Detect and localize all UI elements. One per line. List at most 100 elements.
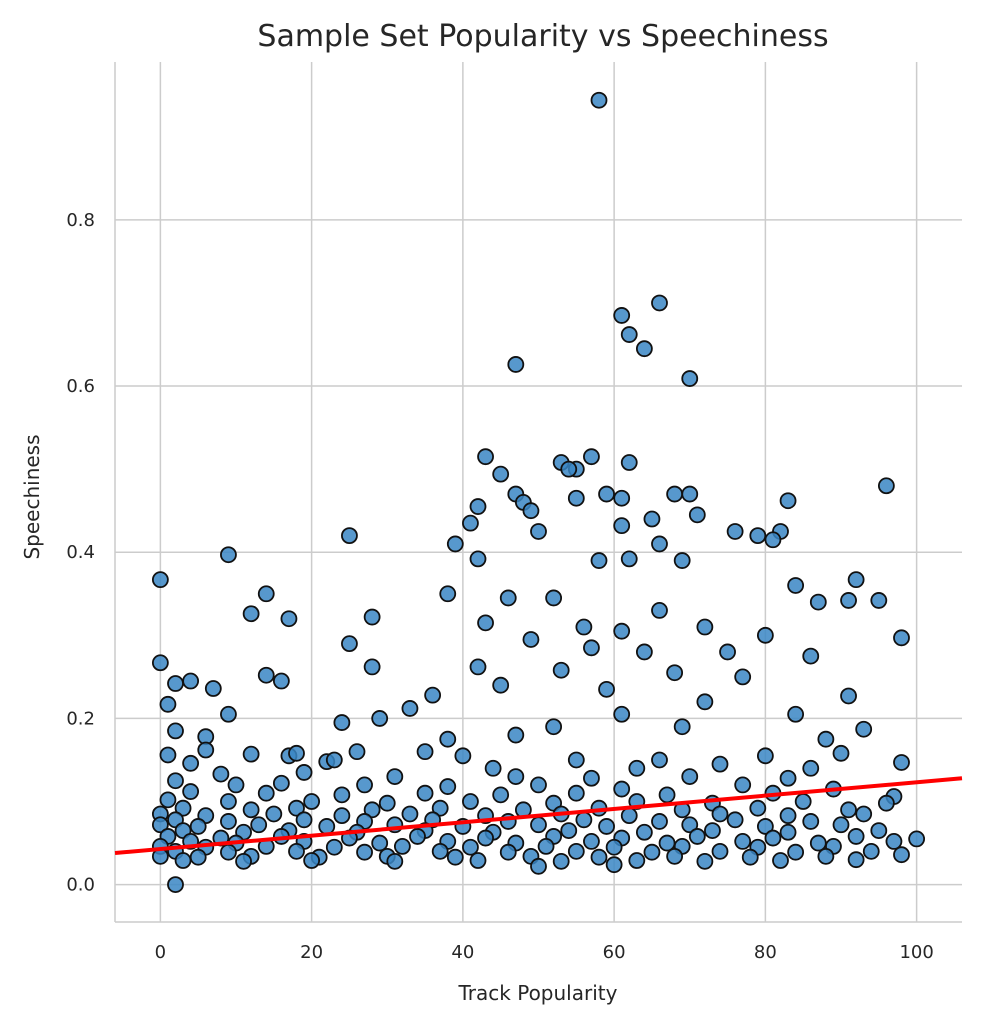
data-point (620, 550, 638, 568)
data-point (242, 605, 260, 623)
data-point (598, 485, 615, 503)
data-point (280, 610, 298, 628)
data-point (741, 848, 759, 866)
data-point (567, 784, 585, 802)
data-point (446, 535, 464, 553)
data-point (545, 718, 563, 736)
data-point (220, 793, 237, 810)
data-point (651, 535, 668, 553)
y-tick-label: 0.2 (66, 708, 95, 729)
data-point (749, 799, 767, 817)
data-point (159, 746, 177, 764)
chart-title: Sample Set Popularity vs Speechiness (257, 19, 828, 54)
grid (115, 62, 962, 922)
data-point (711, 755, 729, 773)
data-point (272, 672, 290, 690)
data-point (174, 799, 192, 817)
data-point (840, 592, 857, 609)
data-point (817, 730, 835, 748)
data-point (749, 527, 767, 545)
data-point (772, 852, 789, 869)
data-point (151, 571, 169, 589)
data-point (590, 848, 608, 866)
data-point (409, 828, 426, 845)
data-point (257, 585, 275, 603)
data-point (257, 666, 275, 684)
data-point (651, 751, 668, 769)
data-point (439, 585, 457, 603)
data-point (167, 772, 184, 790)
data-point (598, 680, 615, 698)
data-points (151, 91, 926, 894)
data-point (469, 550, 487, 568)
data-point (855, 720, 873, 738)
data-point (530, 776, 547, 794)
data-point (583, 769, 600, 787)
data-point (530, 857, 547, 875)
data-point (681, 485, 699, 503)
data-point (295, 811, 313, 829)
data-point (454, 747, 472, 765)
data-point (620, 454, 638, 471)
y-tick-label: 0.4 (66, 542, 95, 563)
data-point (893, 629, 910, 647)
data-point (363, 658, 381, 676)
data-point (862, 842, 880, 860)
data-point (643, 843, 661, 861)
data-point (552, 852, 570, 870)
data-point (817, 847, 835, 865)
data-point (779, 807, 797, 825)
data-point (560, 460, 578, 478)
data-point (734, 833, 752, 850)
x-tick-label: 60 (603, 942, 626, 963)
data-point (635, 643, 653, 661)
data-point (446, 848, 464, 866)
data-point (719, 643, 736, 661)
data-point (885, 833, 903, 850)
data-point (575, 811, 593, 829)
data-point (288, 842, 305, 860)
data-point (492, 786, 510, 804)
data-point (696, 852, 714, 870)
data-point (424, 686, 442, 704)
data-point (341, 527, 358, 545)
data-point (651, 602, 668, 619)
data-point (847, 828, 865, 845)
data-point (439, 730, 457, 748)
data-point (242, 745, 260, 763)
data-point (666, 664, 684, 682)
data-point (356, 843, 373, 861)
data-point (386, 768, 404, 785)
data-point (787, 705, 805, 723)
data-point (787, 577, 805, 594)
data-point (167, 722, 184, 740)
data-point (605, 838, 623, 856)
x-tick-label: 40 (451, 942, 474, 963)
data-point (265, 805, 283, 823)
y-tick-label: 0.6 (66, 376, 95, 397)
data-point (522, 631, 540, 648)
data-point (711, 805, 729, 823)
data-point (779, 823, 797, 841)
data-point (220, 546, 237, 564)
data-point (325, 751, 343, 769)
data-point (620, 807, 638, 825)
data-point (363, 801, 381, 819)
data-point (832, 744, 850, 762)
data-point (174, 852, 192, 869)
x-tick-label: 80 (754, 942, 777, 963)
data-point (628, 759, 646, 777)
data-point (416, 784, 434, 802)
data-point (303, 793, 321, 810)
data-point (492, 465, 510, 483)
data-point (333, 714, 351, 731)
data-point (681, 370, 699, 387)
data-point (499, 589, 517, 607)
data-point (182, 754, 200, 772)
data-point (507, 356, 525, 373)
data-point (462, 838, 479, 856)
data-point (847, 571, 865, 589)
data-point (401, 805, 419, 823)
data-point (673, 552, 691, 569)
data-point (635, 340, 653, 358)
